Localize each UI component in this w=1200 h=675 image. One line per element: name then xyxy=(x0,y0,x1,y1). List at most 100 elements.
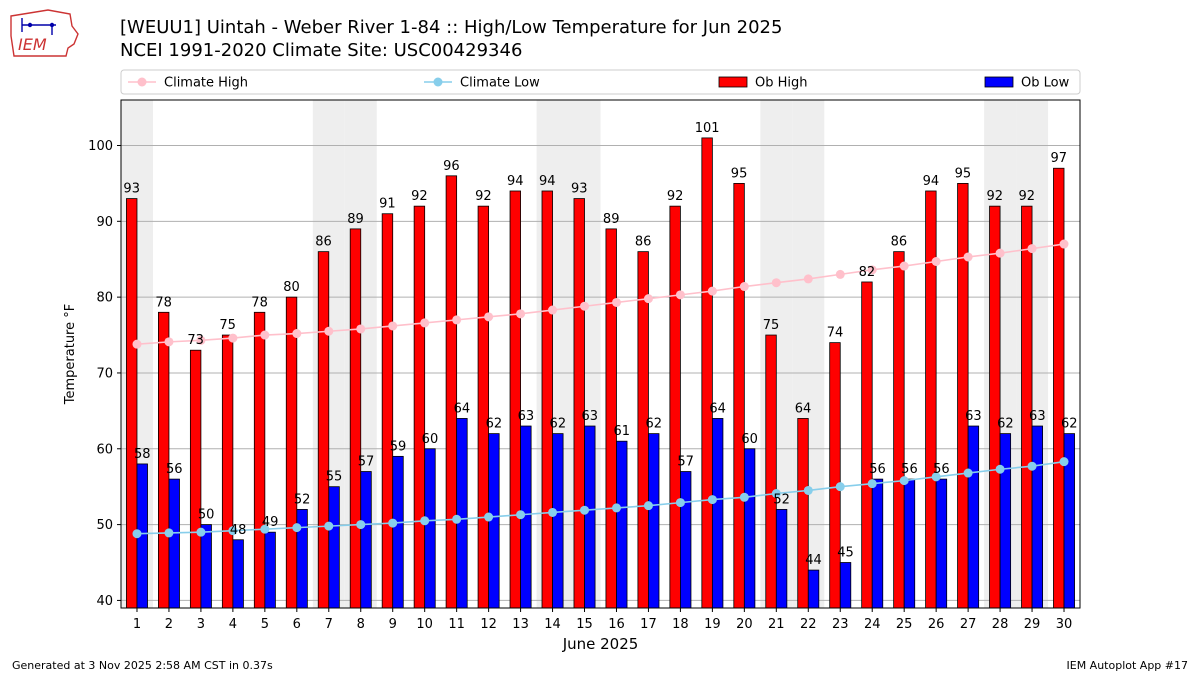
climate-high-point xyxy=(580,301,590,311)
climate-low-point xyxy=(356,520,366,530)
x-tick-label: 28 xyxy=(992,617,1009,632)
ob-low-bar xyxy=(392,455,404,609)
climate-high-point xyxy=(963,252,973,262)
ob-high-label: 101 xyxy=(695,121,720,136)
ob-low-label: 56 xyxy=(901,462,918,477)
ob-high-label: 96 xyxy=(443,159,460,174)
ob-low-label: 44 xyxy=(805,553,822,568)
ob-high-label: 82 xyxy=(859,265,876,280)
x-tick-label: 27 xyxy=(960,617,977,632)
x-tick-label: 26 xyxy=(928,617,945,632)
x-tick-label: 9 xyxy=(389,617,397,632)
x-tick-label: 12 xyxy=(480,617,497,632)
x-tick-label: 16 xyxy=(608,617,625,632)
ob-high-label: 86 xyxy=(315,235,332,250)
x-tick-label: 25 xyxy=(896,617,913,632)
ob-low-label: 63 xyxy=(582,409,599,424)
climate-high-point xyxy=(324,326,334,336)
grid-lines xyxy=(121,144,1080,601)
ob-low-bar xyxy=(200,524,212,609)
ob-low-label: 48 xyxy=(230,523,247,538)
climate-high-point xyxy=(228,333,238,343)
ob-low-bar xyxy=(871,478,884,609)
climate-low-point xyxy=(452,514,462,524)
ob-high-bar xyxy=(765,334,777,609)
ob-high-label: 92 xyxy=(1019,189,1036,204)
y-tick-label: 40 xyxy=(96,594,113,609)
climate-high-point xyxy=(260,330,270,340)
ob-high-label: 78 xyxy=(251,295,268,310)
iem-iowa-logo-icon: IEM xyxy=(10,9,79,57)
climate-low-point xyxy=(164,528,174,538)
climate-low-point xyxy=(643,501,653,511)
x-tick-label: 6 xyxy=(293,617,301,632)
ob-high-label: 94 xyxy=(539,174,556,189)
climate-high-line xyxy=(136,243,1065,345)
ob-low-label: 63 xyxy=(1029,409,1046,424)
ob-low-label: 60 xyxy=(422,432,439,447)
climate-high-point xyxy=(771,278,781,288)
climate-low-point xyxy=(516,510,526,520)
ob-high-label: 92 xyxy=(667,189,684,204)
climate-high-point xyxy=(132,339,142,349)
climate-high-point xyxy=(292,329,302,339)
ob-low-bar xyxy=(328,486,340,609)
ob-high-label: 74 xyxy=(827,326,844,341)
x-tick-label: 11 xyxy=(448,617,465,632)
climate-low-point xyxy=(739,492,749,502)
ob-high-label: 95 xyxy=(731,166,748,181)
ob-low-label: 59 xyxy=(390,439,407,454)
ob-high-label: 95 xyxy=(955,166,972,181)
ob-low-bar xyxy=(775,509,788,609)
climate-high-point xyxy=(420,318,430,328)
climate-low-point xyxy=(292,523,302,533)
ob-high-label: 86 xyxy=(635,235,652,250)
climate-high-point xyxy=(995,248,1005,258)
ob-high-label: 64 xyxy=(795,401,812,416)
ob-high-bar xyxy=(285,296,298,609)
ob-high-label: 94 xyxy=(923,174,940,189)
ob-high-label: 93 xyxy=(123,182,140,197)
ob-low-bar xyxy=(711,418,724,609)
ob-low-bar xyxy=(232,539,244,609)
ob-low-label: 56 xyxy=(933,462,950,477)
plot-frame xyxy=(120,99,1081,609)
ob-high-bar xyxy=(509,190,521,609)
climate-low-point xyxy=(420,516,430,526)
ob-high-bar xyxy=(957,183,969,609)
ob-high-label: 92 xyxy=(475,189,492,204)
ob-high-bar xyxy=(221,334,234,609)
ob-high-bar xyxy=(797,418,809,609)
ob-high-legend-label: Ob High xyxy=(755,76,808,91)
climate-low-point xyxy=(675,498,685,508)
ob-high-bar xyxy=(1021,205,1033,609)
ob-high-bar xyxy=(989,205,1001,609)
ob-high-bar xyxy=(829,342,841,609)
x-tick-label: 14 xyxy=(544,617,561,632)
climate-low-point xyxy=(963,468,973,478)
generated-footer: Generated at 3 Nov 2025 2:58 AM CST in 0… xyxy=(12,659,273,672)
ob-low-label: 52 xyxy=(773,492,790,507)
ob-low-label: 64 xyxy=(709,401,726,416)
ob-high-bar xyxy=(1053,167,1065,609)
ob-low-label: 62 xyxy=(997,417,1014,432)
ob-high-bar xyxy=(381,213,394,609)
x-tick-label: 29 xyxy=(1024,617,1041,632)
climate-low-point xyxy=(835,482,845,492)
climate-low-point xyxy=(548,507,558,517)
ob-high-bar xyxy=(349,228,362,609)
climate-high-point xyxy=(452,315,462,325)
climate-low-point xyxy=(388,518,398,528)
ob-low-bar xyxy=(616,440,628,609)
ob-low-label: 52 xyxy=(294,492,311,507)
climate-high-point xyxy=(835,269,845,279)
climate-low-point xyxy=(132,529,142,539)
x-tick-label: 3 xyxy=(197,617,205,632)
logo-text: IEM xyxy=(18,35,47,54)
ob-high-bar xyxy=(893,251,905,609)
ob-high-label: 75 xyxy=(219,318,236,333)
ob-low-legend-swatch xyxy=(984,76,1014,88)
ob-low-label: 63 xyxy=(965,409,982,424)
ob-high-label: 97 xyxy=(1050,151,1067,166)
